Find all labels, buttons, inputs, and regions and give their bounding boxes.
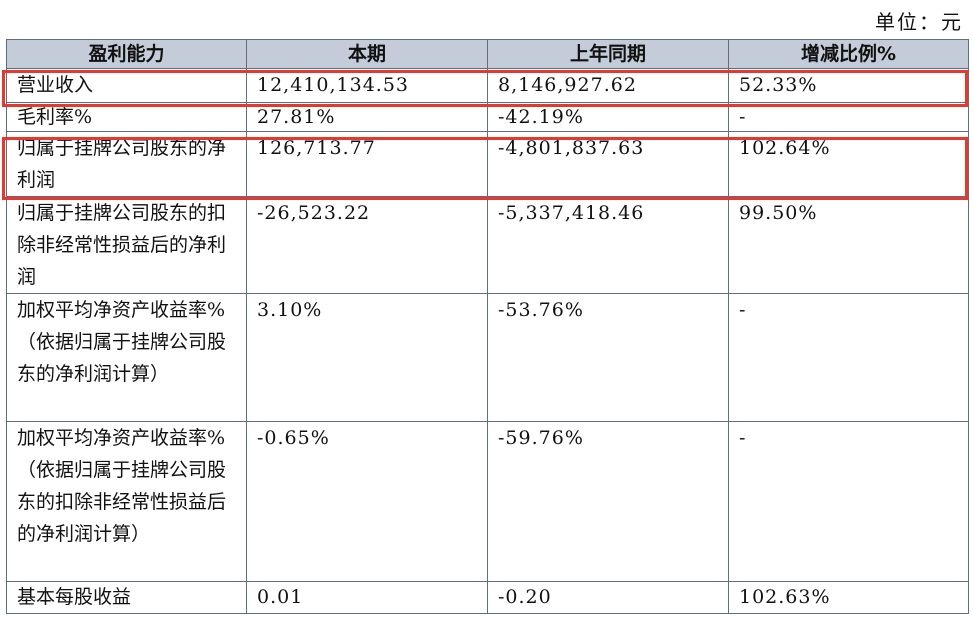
header-current-period: 本期 [246,39,488,69]
row-label: 基本每股收益 [6,581,247,614]
current-value: 0.01 [246,581,488,614]
row-label: 毛利率% [6,102,247,132]
current-value: 27.81% [246,102,488,132]
row-label: 营业收入 [6,68,247,103]
header-prior-period: 上年同期 [487,39,729,69]
change-value: - [728,102,969,132]
change-value: - [728,293,969,422]
row-gross-margin: 毛利率% 27.81% -42.19% - [6,102,969,132]
row-roe: 加权平均净资产收益率%（依据归属于挂牌公司股东的净利润计算） 3.10% -53… [6,293,969,422]
profitability-table: 盈利能力 本期 上年同期 增减比例% 营业收入 12,410,134.53 8,… [6,39,969,614]
row-revenue: 营业收入 12,410,134.53 8,146,927.62 52.33% [6,68,969,103]
change-value: 102.64% [728,131,969,197]
change-value: 52.33% [728,68,969,103]
header-change-ratio: 增减比例% [728,39,969,69]
row-label: 归属于挂牌公司股东的扣除非经常性损益后的净利润 [6,196,247,294]
current-value: 12,410,134.53 [246,68,488,103]
prior-value: -4,801,837.63 [487,131,729,197]
row-net-profit: 归属于挂牌公司股东的净利润 126,713.77 -4,801,837.63 1… [6,131,969,197]
current-value: -0.65% [246,421,488,582]
row-label: 加权平均净资产收益率%（依据归属于挂牌公司股东的净利润计算） [6,293,247,422]
current-value: 126,713.77 [246,131,488,197]
row-label: 归属于挂牌公司股东的净利润 [6,131,247,197]
header-row: 盈利能力 本期 上年同期 增减比例% [6,39,969,69]
change-value: 102.63% [728,581,969,614]
current-value: 3.10% [246,293,488,422]
change-value: - [728,421,969,582]
row-label: 加权平均净资产收益率%（依据归属于挂牌公司股东的扣除非经常性损益后的净利润计算） [6,421,247,582]
prior-value: 8,146,927.62 [487,68,729,103]
row-eps: 基本每股收益 0.01 -0.20 102.63% [6,581,969,614]
prior-value: -5,337,418.46 [487,196,729,294]
row-net-profit-excl-nonrecurring: 归属于挂牌公司股东的扣除非经常性损益后的净利润 -26,523.22 -5,33… [6,196,969,294]
change-value: 99.50% [728,196,969,294]
unit-label: 单位：元 [875,10,963,34]
row-roe-excl-nonrecurring: 加权平均净资产收益率%（依据归属于挂牌公司股东的扣除非经常性损益后的净利润计算）… [6,421,969,582]
header-metric: 盈利能力 [6,39,247,69]
prior-value: -0.20 [487,581,729,614]
prior-value: -53.76% [487,293,729,422]
prior-value: -59.76% [487,421,729,582]
prior-value: -42.19% [487,102,729,132]
current-value: -26,523.22 [246,196,488,294]
